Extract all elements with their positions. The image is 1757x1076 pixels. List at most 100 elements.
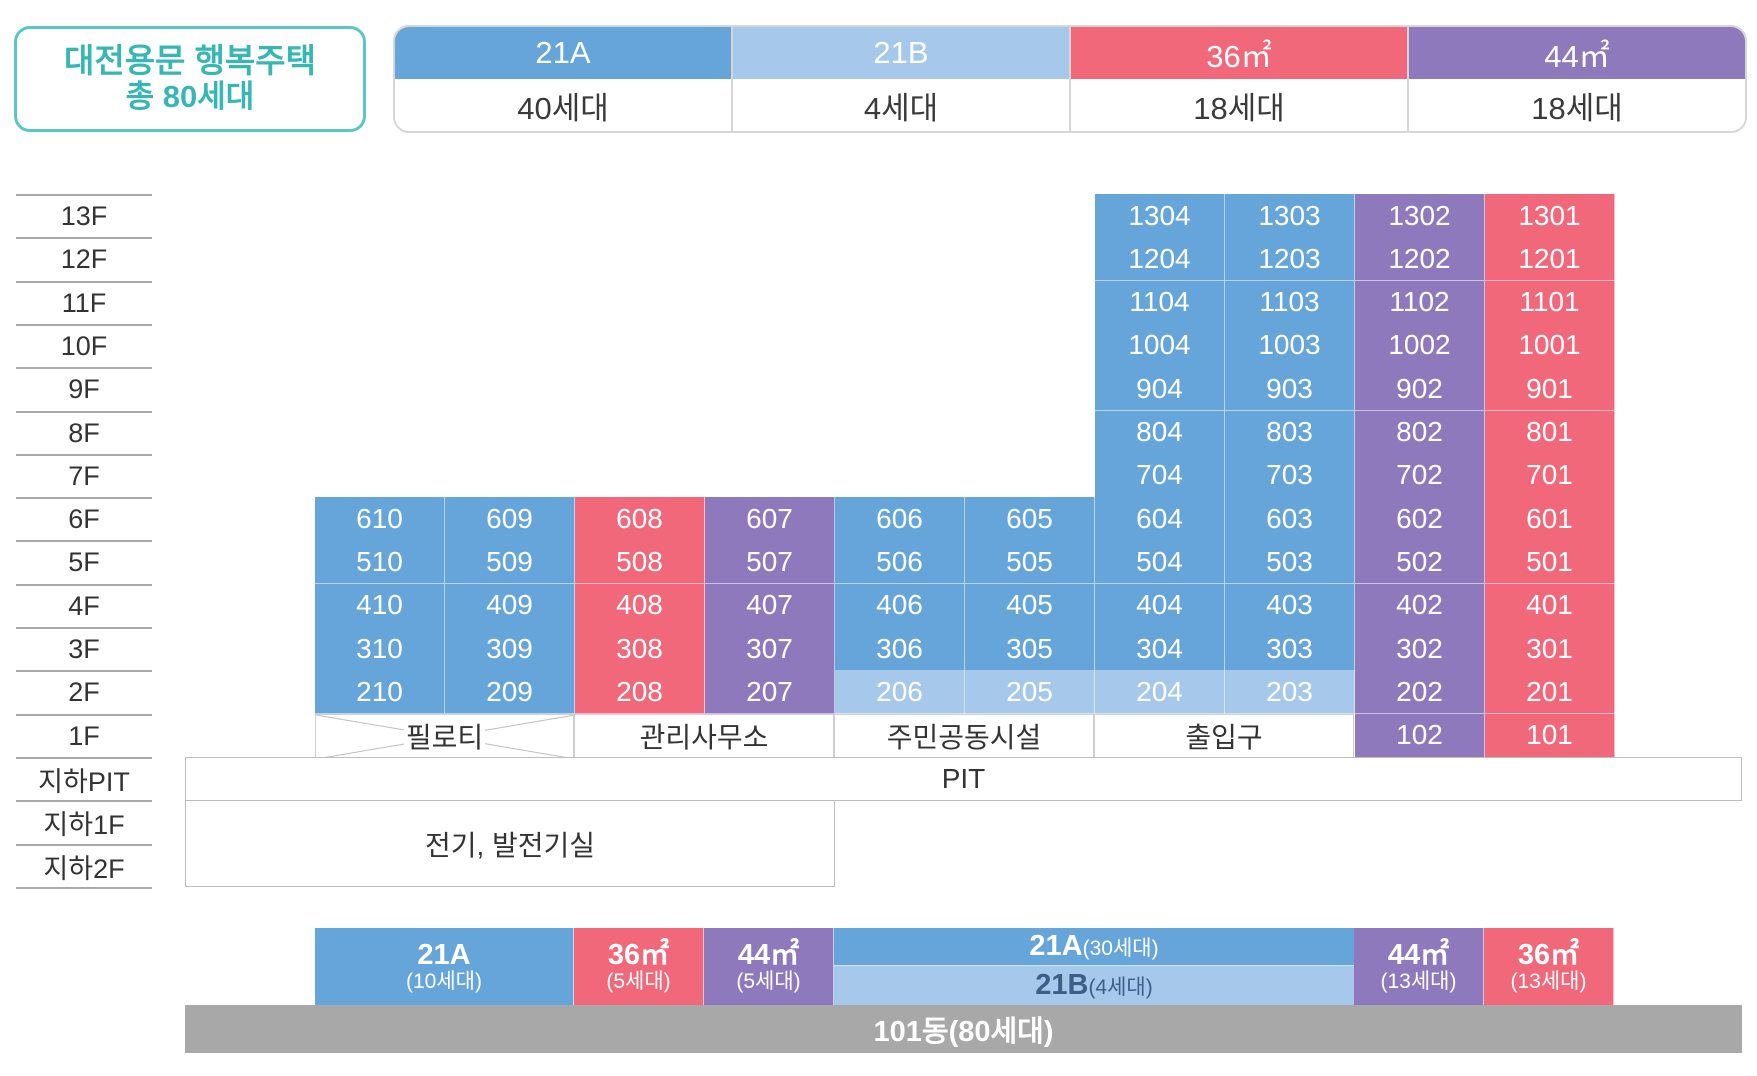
unit-1201: 1201 <box>1485 237 1615 282</box>
unit-504: 504 <box>1095 540 1225 585</box>
unit-1304: 1304 <box>1095 194 1225 238</box>
unit-704: 704 <box>1095 453 1225 498</box>
summary-cell-36: 36㎡ (13세대) <box>1484 928 1614 1005</box>
unit-803: 803 <box>1225 410 1355 455</box>
unit-210: 210 <box>315 670 445 715</box>
summary-type-label: 36㎡ <box>607 939 670 972</box>
unit-510: 510 <box>315 540 445 585</box>
summary-type-label: 21B <box>1035 969 1089 1001</box>
unit-502: 502 <box>1355 540 1485 585</box>
unit-406: 406 <box>835 583 965 628</box>
unit-607: 607 <box>705 497 835 542</box>
type-col-36: 36㎡ 18세대 <box>1071 27 1409 131</box>
summary-count: (30세대) <box>1082 936 1159 960</box>
unit-101: 101 <box>1485 713 1615 758</box>
floor-label: 7F <box>16 453 152 497</box>
unit-1301: 1301 <box>1485 194 1615 238</box>
unit-1104: 1104 <box>1095 280 1225 325</box>
unit-507: 507 <box>705 540 835 585</box>
unit-308: 308 <box>575 627 705 671</box>
pilotis-area: 필로티 <box>315 714 574 758</box>
unit-509: 509 <box>445 540 575 585</box>
floor-label: 지하PIT <box>16 756 152 800</box>
unit-1303: 1303 <box>1225 194 1355 238</box>
electric-generator-room: 전기, 발전기실 <box>185 800 835 887</box>
type-col-44: 44㎡ 18세대 <box>1409 27 1745 131</box>
summary-count: (13세대) <box>1380 969 1457 993</box>
summary-count: (10세대) <box>406 969 482 993</box>
unit-1103: 1103 <box>1225 280 1355 325</box>
unit-402: 402 <box>1355 583 1485 628</box>
management-office: 관리사무소 <box>574 714 834 758</box>
unit-407: 407 <box>705 583 835 628</box>
unit-604: 604 <box>1095 497 1225 542</box>
building-label: 101동(80세대) <box>185 1005 1742 1053</box>
complex-total: 총 80세대 <box>125 79 255 115</box>
unit-901: 901 <box>1485 367 1615 412</box>
unit-506: 506 <box>835 540 965 585</box>
summary-cell-44: 44㎡ (13세대) <box>1354 928 1484 1005</box>
unit-609: 609 <box>445 497 575 542</box>
unit-601: 601 <box>1485 497 1615 542</box>
type-label: 21A <box>395 27 731 79</box>
entrance: 출입구 <box>1094 714 1354 758</box>
floor-label: 12F <box>16 237 152 280</box>
type-label: 44㎡ <box>1409 27 1745 79</box>
unit-606: 606 <box>835 497 965 542</box>
floor-label: 6F <box>16 497 152 540</box>
unit-902: 902 <box>1355 367 1485 412</box>
unit-703: 703 <box>1225 453 1355 498</box>
floor-divider <box>16 886 152 889</box>
unit-1101: 1101 <box>1485 280 1615 325</box>
unit-1204: 1204 <box>1095 237 1225 282</box>
floor-label: 8F <box>16 410 152 454</box>
unit-205: 205 <box>965 670 1095 715</box>
type-col-21b: 21B 4세대 <box>733 27 1071 131</box>
summary-type-label: 44㎡ <box>737 939 800 972</box>
unit-801: 801 <box>1485 410 1615 455</box>
unit-405: 405 <box>965 583 1095 628</box>
unit-602: 602 <box>1355 497 1485 542</box>
unit-904: 904 <box>1095 367 1225 412</box>
floor-label: 1F <box>16 713 152 757</box>
unit-206: 206 <box>835 670 965 715</box>
type-label: 36㎡ <box>1071 27 1407 79</box>
unit-802: 802 <box>1355 410 1485 455</box>
unit-505: 505 <box>965 540 1095 585</box>
type-count: 18세대 <box>1071 79 1407 131</box>
unit-204: 204 <box>1095 670 1225 715</box>
unit-310: 310 <box>315 627 445 671</box>
unit-401: 401 <box>1485 583 1615 628</box>
unit-1001: 1001 <box>1485 323 1615 368</box>
unit-304: 304 <box>1095 627 1225 671</box>
unit-208: 208 <box>575 670 705 715</box>
summary-cell-44: 44㎡ (5세대) <box>704 928 834 1005</box>
unit-508: 508 <box>575 540 705 585</box>
unit-409: 409 <box>445 583 575 628</box>
floor-label: 지하1F <box>16 800 152 843</box>
unit-804: 804 <box>1095 410 1225 455</box>
type-count: 40세대 <box>395 79 731 131</box>
unit-503: 503 <box>1225 540 1355 585</box>
summary-count: (13세대) <box>1510 969 1587 993</box>
summary-count: (5세대) <box>736 969 801 993</box>
summary-cell-21A: 21A (10세대) <box>315 928 574 1005</box>
unit-305: 305 <box>965 627 1095 671</box>
floor-label: 4F <box>16 583 152 627</box>
unit-207: 207 <box>705 670 835 715</box>
unit-1002: 1002 <box>1355 323 1485 368</box>
unit-403: 403 <box>1225 583 1355 628</box>
summary-type-label: 44㎡ <box>1387 939 1450 972</box>
unit-608: 608 <box>575 497 705 542</box>
summary-cell-21A: 21A (30세대) <box>834 928 1354 966</box>
floor-label: 11F <box>16 280 152 324</box>
floor-label: 3F <box>16 627 152 670</box>
summary-count: (5세대) <box>606 969 671 993</box>
type-count: 18세대 <box>1409 79 1745 131</box>
type-col-21a: 21A 40세대 <box>395 27 733 131</box>
unit-603: 603 <box>1225 497 1355 542</box>
unit-102: 102 <box>1355 713 1485 758</box>
unit-1202: 1202 <box>1355 237 1485 282</box>
summary-type-label: 21A <box>1029 930 1083 962</box>
unit-605: 605 <box>965 497 1095 542</box>
